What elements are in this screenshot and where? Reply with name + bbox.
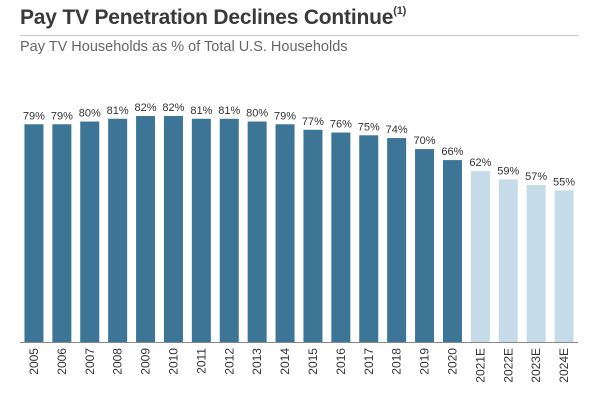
x-tick-label-2010: 2010: [166, 348, 180, 375]
data-label-2009: 82%: [135, 102, 157, 114]
x-tick-label-2013: 2013: [250, 348, 264, 375]
x-tick-label-2008: 2008: [111, 348, 125, 375]
bar-2006: [52, 124, 72, 343]
data-label-2005: 79%: [23, 110, 45, 122]
chart-title: Pay TV Penetration Declines Continue(1): [20, 5, 407, 30]
data-label-2011: 81%: [190, 105, 212, 117]
bar-2007: [80, 121, 100, 342]
data-label-2008: 81%: [107, 105, 129, 117]
bar-2021E: [470, 171, 490, 342]
bar-2014: [275, 124, 295, 343]
data-label-2017: 75%: [358, 121, 380, 133]
x-tick-label-2016: 2016: [334, 348, 348, 375]
x-tick-label-2007: 2007: [83, 348, 97, 375]
data-label-2014: 79%: [274, 110, 296, 122]
x-tick-label-2014: 2014: [278, 348, 292, 375]
data-label-2016: 76%: [330, 119, 352, 131]
x-tick-label-2022E: 2022E: [501, 348, 515, 383]
bar-2010: [163, 116, 183, 342]
x-tick-label-2011: 2011: [194, 348, 208, 374]
bar-2024E: [554, 190, 574, 342]
bar-2020: [442, 160, 462, 342]
data-label-2023E: 57%: [525, 171, 547, 183]
data-label-2018: 74%: [386, 124, 408, 136]
x-tick-label-2012: 2012: [222, 348, 236, 375]
bar-2013: [247, 121, 267, 342]
data-label-2015: 77%: [302, 116, 324, 128]
x-tick-label-2009: 2009: [139, 348, 153, 375]
bar-2009: [136, 116, 156, 342]
chart-subtitle: Pay TV Households as % of Total U.S. Hou…: [20, 39, 348, 55]
x-tick-label-2006: 2006: [55, 348, 69, 375]
chart-title-text: Pay TV Penetration Declines Continue: [20, 6, 394, 29]
x-tick-label-2023E: 2023E: [529, 348, 543, 383]
chart-title-footnote: (1): [393, 5, 407, 17]
x-tick-label-2018: 2018: [390, 348, 404, 375]
data-label-2012: 81%: [218, 105, 240, 117]
data-label-2022E: 59%: [497, 165, 519, 177]
x-tick-label-2019: 2019: [418, 348, 432, 375]
title-divider: [20, 35, 578, 36]
bar-2018: [387, 138, 407, 342]
x-tick-label-2024E: 2024E: [557, 348, 571, 383]
bar-2015: [303, 129, 323, 342]
bar-2005: [24, 124, 44, 343]
bar-2011: [191, 118, 211, 342]
data-label-2024E: 55%: [553, 176, 575, 188]
x-tick-label-2005: 2005: [27, 348, 41, 375]
data-label-2021E: 62%: [469, 157, 491, 169]
data-label-2007: 80%: [79, 108, 101, 120]
data-label-2019: 70%: [414, 135, 436, 147]
bar-2016: [331, 132, 351, 342]
x-tick-label-2021E: 2021E: [473, 348, 487, 383]
bar-2023E: [526, 184, 546, 342]
data-label-2020: 66%: [441, 146, 463, 158]
bar-2022E: [498, 179, 518, 342]
bar-2012: [219, 118, 239, 342]
data-label-2006: 79%: [51, 110, 73, 122]
bar-2008: [108, 118, 128, 342]
bar-2017: [359, 135, 379, 342]
data-label-2013: 80%: [246, 108, 268, 120]
x-tick-label-2015: 2015: [306, 348, 320, 375]
bar-2019: [415, 149, 435, 342]
x-tick-label-2017: 2017: [362, 348, 376, 375]
data-label-2010: 82%: [162, 102, 184, 114]
x-tick-label-2020: 2020: [445, 348, 459, 375]
